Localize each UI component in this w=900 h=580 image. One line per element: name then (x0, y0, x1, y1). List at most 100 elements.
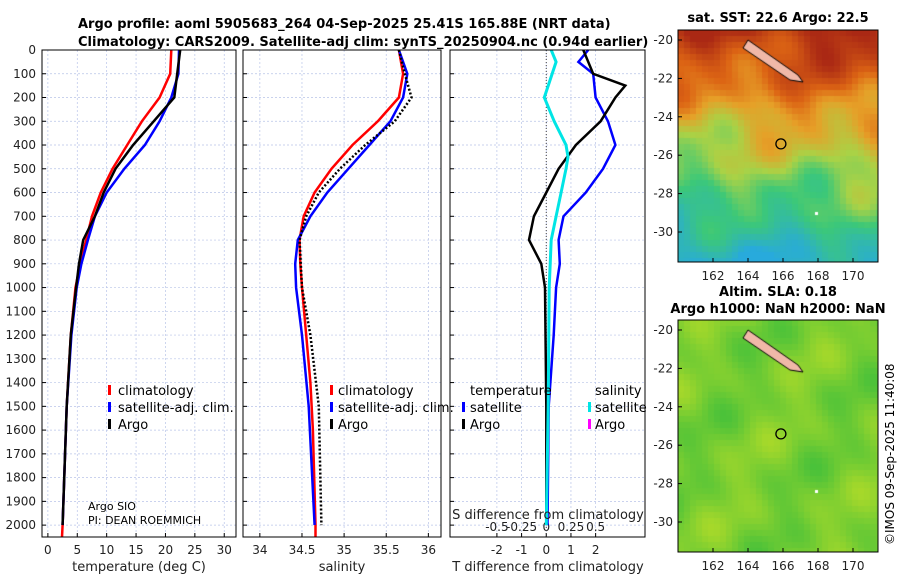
x-tick-label: 34 (252, 543, 267, 557)
series-line-satellite-adj-clim- (61, 49, 181, 526)
y-tick-label: 100 (13, 67, 36, 81)
sla-map-axes: 162 164 166 168 170 -20 -22 -24 -26 -28 -30 (653, 319, 879, 573)
legend-label: Argo (470, 418, 500, 433)
legend-label: satellite-adj. clim. (338, 401, 454, 416)
sla-map-title-2: Argo h1000: NaN h2000: NaN (670, 302, 885, 317)
series-line-salinity-satellite (542, 49, 570, 526)
x-tick-label: 25 (187, 543, 202, 557)
legend-title-temperature: temperature (470, 384, 552, 399)
y-tick-label: 600 (13, 186, 36, 200)
x-label-t-diff: T difference from climatology (451, 560, 644, 575)
y-tick-label: 1000 (5, 281, 36, 295)
salinity-panel: 34 34.5 35 35.5 36 (242, 49, 442, 557)
x-tick-label: 0 (542, 543, 550, 557)
lon-tick-label: 170 (842, 269, 865, 283)
x-tick-label: 36 (421, 543, 436, 557)
lon-tick-label: 168 (807, 269, 830, 283)
series-line-climatology (60, 49, 173, 538)
lon-tick-label: 168 (807, 559, 830, 573)
y-tick-label: 1100 (5, 304, 36, 318)
x-label-salinity: salinity (319, 560, 366, 575)
y-tick-label: 1600 (5, 423, 36, 437)
legend-label: climatology (118, 384, 194, 399)
plot-frame (41, 49, 237, 538)
lon-tick-label: 162 (702, 559, 725, 573)
map-frame (677, 29, 879, 263)
credit: ©IMOS 09-Sep-2025 11:40:08 (883, 363, 897, 545)
legend-swatch (330, 385, 333, 395)
lat-tick-label: -30 (653, 515, 673, 529)
legend-swatch (588, 402, 591, 412)
map-frame (677, 319, 879, 553)
lat-tick-label: -20 (653, 33, 673, 47)
sla-map (678, 320, 878, 552)
legend-title-salinity: salinity (595, 384, 642, 399)
y-tick-label: 800 (13, 233, 36, 247)
y-tick-label: 1200 (5, 328, 36, 342)
legend-temperature: climatology satellite-adj. clim. Argo (108, 384, 234, 433)
y-tick-label: 500 (13, 162, 36, 176)
x-tick-label: -2 (491, 543, 503, 557)
lon-tick-label: 164 (737, 269, 760, 283)
sst-map-axes: 162 164 166 168 170 -20 -22 -24 -26 -28 -30 (653, 29, 879, 283)
lon-tick-label: 162 (702, 269, 725, 283)
argo-location-marker (775, 428, 787, 440)
lat-tick-label: -26 (653, 438, 673, 452)
x-tick-label: 30 (217, 543, 232, 557)
x-tick-label: 10 (99, 543, 114, 557)
argo-info-1: Argo SIO (88, 500, 136, 513)
temperature-panel: 0 5 10 15 20 25 300100200300400500600700800900… (5, 43, 237, 557)
lat-tick-label: -24 (653, 400, 673, 414)
legend-swatch (462, 419, 465, 429)
legend-label: satellite (470, 401, 522, 416)
x2-tick-label: 0.25 (558, 520, 585, 534)
y-tick-label: 400 (13, 138, 36, 152)
x-tick-label: 1 (567, 543, 575, 557)
legend-label: Argo (118, 418, 148, 433)
x2-tick-label: -0.5 (485, 520, 508, 534)
argo-info-2: PI: DEAN ROEMMICH (88, 514, 201, 527)
y-tick-label: 900 (13, 257, 36, 271)
lon-tick-label: 166 (772, 559, 795, 573)
lat-tick-label: -28 (653, 477, 673, 491)
lat-tick-label: -24 (653, 110, 673, 124)
y-tick-label: 1800 (5, 471, 36, 485)
x-tick-label: 15 (128, 543, 143, 557)
y-tick-label: 200 (13, 91, 36, 105)
y-tick-label: 300 (13, 114, 36, 128)
legend-label: satellite-adj. clim. (118, 401, 234, 416)
x-label-temperature: temperature (deg C) (72, 560, 206, 575)
sla-map-title-1: Altim. SLA: 0.18 (719, 285, 837, 300)
lat-tick-label: -22 (653, 71, 673, 85)
series-line-temperature-argo (527, 49, 628, 526)
y-tick-label: 1300 (5, 352, 36, 366)
legend-salinity: climatology satellite-adj. clim. Argo (330, 384, 454, 433)
x2-tick-label: 0.5 (586, 520, 605, 534)
y-tick-label: 0 (28, 43, 36, 57)
legend-swatch (330, 402, 333, 412)
lat-tick-label: -20 (653, 323, 673, 337)
legend-swatch (462, 402, 465, 412)
lat-tick-label: -30 (653, 225, 673, 239)
series-line-satellite-adj-clim- (293, 49, 409, 526)
plot-frame (449, 49, 646, 538)
legend-swatch (330, 419, 333, 429)
plot-frame (242, 49, 442, 538)
y-tick-label: 1400 (5, 376, 36, 390)
legend-label: Argo (338, 418, 368, 433)
series-line-argo (61, 49, 182, 526)
x-tick-label: 34.5 (289, 543, 316, 557)
sst-map-title: sat. SST: 22.6 Argo: 22.5 (687, 11, 868, 26)
series-line-temperature-satellite (546, 49, 617, 526)
title-line-1: Argo profile: aoml 5905683_264 04-Sep-20… (78, 17, 611, 32)
legend-swatch (108, 385, 111, 395)
x-tick-label: -1 (516, 543, 528, 557)
series-line-climatology (298, 49, 405, 537)
lat-tick-label: -28 (653, 187, 673, 201)
legend-swatch (108, 402, 111, 412)
argo-location-marker (775, 138, 787, 150)
lat-tick-label: -26 (653, 148, 673, 162)
x-tick-label: 35.5 (373, 543, 400, 557)
